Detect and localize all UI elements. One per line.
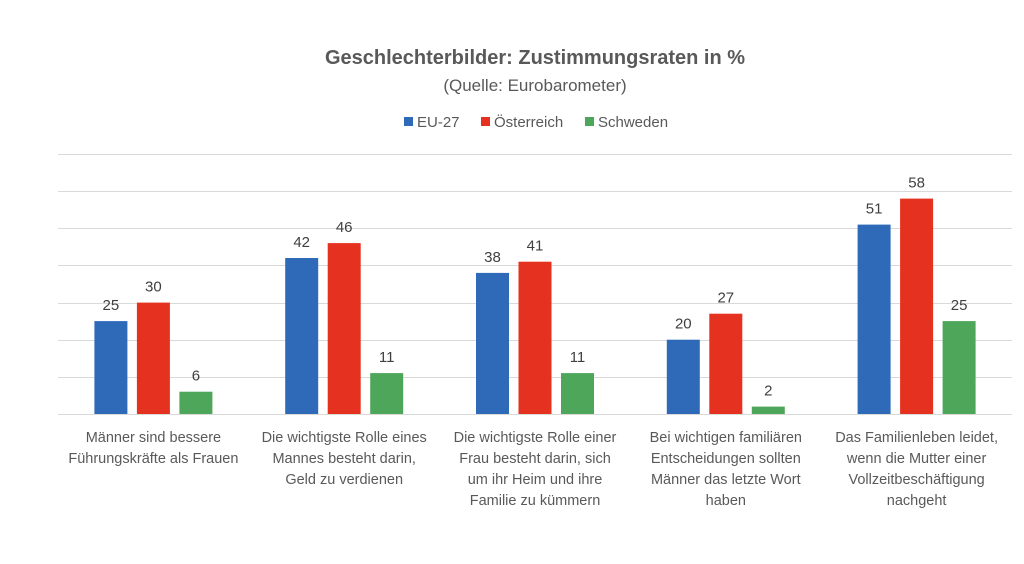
category-label-2-line-1: Frau besteht darin, sich bbox=[459, 451, 611, 467]
data-label-3-0: 20 bbox=[675, 316, 692, 333]
category-label-2-line-2: um ihr Heim und ihre bbox=[468, 472, 603, 488]
category-label-0-line-1: Führungskräfte als Frauen bbox=[68, 451, 238, 467]
data-label-1-2: 11 bbox=[379, 349, 395, 366]
legend-label-0: EU-27 bbox=[417, 114, 460, 131]
bar-4-1 bbox=[900, 198, 934, 414]
bar-1-0 bbox=[285, 258, 319, 414]
chart-title: Geschlechterbilder: Zustimmungsraten in … bbox=[325, 47, 745, 69]
bar-0-0 bbox=[94, 321, 128, 414]
data-label-0-1: 30 bbox=[145, 279, 162, 296]
category-label-2-line-0: Die wichtigste Rolle einer bbox=[454, 430, 617, 446]
bar-4-0 bbox=[857, 224, 891, 414]
category-label-1-line-1: Mannes besteht darin, bbox=[272, 451, 415, 467]
data-label-0-0: 25 bbox=[103, 297, 120, 314]
data-label-4-1: 58 bbox=[908, 175, 925, 192]
data-label-3-1: 27 bbox=[717, 290, 734, 307]
chart-subtitle: (Quelle: Eurobarometer) bbox=[443, 76, 626, 95]
bar-2-1 bbox=[518, 261, 552, 414]
data-label-2-1: 41 bbox=[527, 238, 544, 255]
bar-4-2 bbox=[942, 321, 976, 414]
category-label-1-line-0: Die wichtigste Rolle eines bbox=[262, 430, 427, 446]
category-label-4-line-3: nachgeht bbox=[887, 493, 947, 509]
bar-1-2 bbox=[370, 373, 404, 414]
data-label-2-0: 38 bbox=[484, 249, 501, 266]
legend-swatch-2 bbox=[585, 117, 594, 126]
legend-label-2: Schweden bbox=[598, 114, 668, 131]
data-label-3-2: 2 bbox=[764, 383, 772, 400]
bar-0-2 bbox=[179, 391, 213, 414]
category-label-0-line-0: Männer sind bessere bbox=[86, 430, 221, 446]
legend-label-1: Österreich bbox=[494, 113, 563, 131]
bar-1-1 bbox=[327, 243, 361, 414]
data-labels: 25 30 6 42 46 11 38 41 11 20 27 2 51 58 25 bbox=[103, 175, 968, 400]
data-label-4-2: 25 bbox=[951, 297, 968, 314]
legend: EU-27 Österreich Schweden bbox=[404, 113, 668, 131]
bar-3-2 bbox=[751, 406, 785, 414]
category-label-3-line-1: Entscheidungen sollten bbox=[651, 451, 801, 467]
legend-swatch-0 bbox=[404, 117, 413, 126]
category-label-3-line-3: haben bbox=[706, 493, 746, 509]
data-label-1-0: 42 bbox=[293, 234, 310, 251]
category-label-4-line-1: wenn die Mutter einer bbox=[846, 451, 987, 467]
category-label-1-line-2: Geld zu verdienen bbox=[285, 472, 403, 488]
category-label-2-line-3: Familie zu kümmern bbox=[470, 493, 601, 509]
bars bbox=[94, 198, 976, 414]
category-label-4-line-2: Vollzeitbeschäftigung bbox=[848, 472, 984, 488]
category-label-3-line-2: Männer das letzte Wort bbox=[651, 472, 801, 488]
data-label-0-2: 6 bbox=[192, 368, 200, 385]
category-label-4-line-0: Das Familienleben leidet, bbox=[835, 430, 998, 446]
bar-2-0 bbox=[476, 272, 509, 414]
legend-swatch-1 bbox=[481, 117, 490, 126]
category-label-3-line-0: Bei wichtigen familiären bbox=[650, 430, 802, 446]
bar-3-1 bbox=[709, 313, 743, 414]
category-labels: Männer sind bessere Führungskräfte als Fr… bbox=[68, 430, 998, 509]
bar-2-2 bbox=[561, 373, 594, 414]
data-label-1-1: 46 bbox=[336, 219, 353, 236]
data-label-4-0: 51 bbox=[866, 201, 883, 218]
bar-0-1 bbox=[136, 302, 170, 414]
bar-3-0 bbox=[666, 339, 700, 414]
data-label-2-2: 11 bbox=[570, 349, 586, 366]
